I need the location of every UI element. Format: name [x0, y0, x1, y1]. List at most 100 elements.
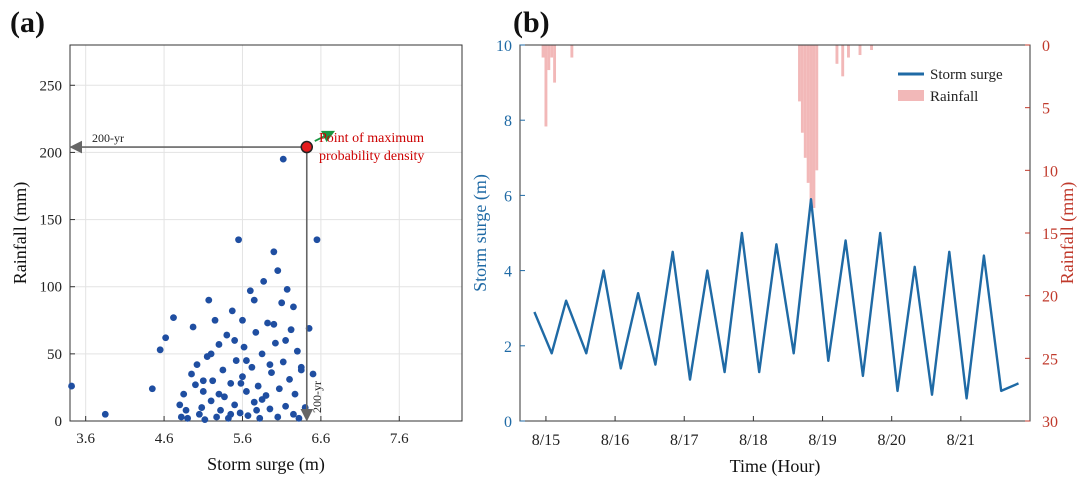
x-axis-label: Storm surge (m) [207, 454, 325, 475]
x-tick-label: 8/19 [808, 432, 836, 449]
x-tick-label: 8/18 [739, 432, 767, 449]
y-tick-label: 0 [55, 414, 63, 430]
scatter-point [176, 401, 184, 409]
scatter-point [193, 361, 201, 368]
rainfall-bar [812, 45, 816, 208]
scatter-point [227, 410, 235, 418]
rainfall-bar [570, 45, 574, 58]
scatter-point [240, 343, 248, 351]
x-tick-label: 8/16 [601, 432, 629, 449]
x-tick-label: 8/15 [532, 432, 560, 449]
scatter-point [250, 296, 258, 304]
scatter-point [215, 390, 223, 398]
scatter-point [236, 409, 244, 417]
scatter-point [272, 339, 279, 347]
scatter-point [207, 350, 215, 358]
scatter-point [223, 331, 231, 339]
x-tick-label: 8/20 [877, 432, 905, 449]
scatter-point [278, 299, 286, 307]
x-tick-label: 8/21 [947, 432, 975, 449]
plot-frame [69, 44, 463, 422]
rainfall-bar [798, 45, 801, 102]
scatter-point [301, 404, 309, 411]
scatter-point [199, 388, 207, 395]
scatter-point [275, 385, 283, 393]
scatter-point [260, 277, 268, 285]
scatter-point [290, 410, 297, 418]
y-tick-label: 6 [504, 188, 512, 205]
scatter-point [201, 416, 209, 424]
scatter-point [101, 410, 109, 418]
scatter-point [209, 377, 217, 385]
y-tick-label: 100 [40, 280, 63, 296]
scatter-point [239, 316, 246, 324]
y2-tick-label: 20 [1042, 289, 1058, 306]
scatter-point [256, 414, 264, 422]
scatter-point [258, 396, 266, 403]
scatter-point [228, 307, 236, 315]
scatter-point [286, 375, 293, 383]
rainfall-bar [800, 45, 804, 133]
scatter-point [297, 363, 305, 371]
rainfall-bar [547, 45, 551, 71]
rainfall-bar [809, 45, 813, 202]
plot-area [520, 45, 1030, 421]
scatter-point [266, 361, 274, 368]
y-tick-label: 8 [504, 113, 512, 130]
y2-tick-label: 15 [1042, 226, 1058, 243]
y-tick-label: 2 [504, 339, 512, 356]
scatter-point [250, 398, 258, 406]
scatter-point [198, 404, 206, 411]
scatter-point [266, 405, 274, 413]
horizontal-200yr-label: 200-yr [92, 131, 124, 145]
scatter-point [268, 369, 275, 377]
scatter-point [182, 406, 190, 414]
y-tick-label: 250 [40, 78, 63, 94]
x-tick-label: 5.6 [233, 431, 252, 447]
scatter-point [290, 303, 297, 311]
y-tick-label: 200 [40, 145, 63, 161]
rainfall-bar [803, 45, 807, 158]
y-tick-label: 50 [47, 347, 62, 363]
x-axis-label: Time (Hour) [730, 456, 821, 477]
rainfall-bar [835, 45, 839, 64]
scatter-point [254, 382, 262, 390]
y2-tick-label: 25 [1042, 351, 1058, 368]
scatter-point [231, 337, 239, 344]
x-tick-label: 6.6 [312, 431, 331, 447]
scatter-point [253, 406, 260, 414]
rainfall-bar [553, 45, 557, 83]
rainfall-bar [858, 45, 862, 56]
storm-surge-line [533, 197, 1019, 400]
rainfall-bar [806, 45, 810, 183]
plot-area [70, 45, 462, 421]
scatter-point [227, 380, 235, 387]
panel-b-label: (b) [513, 6, 550, 39]
x-tick-label: 3.6 [76, 431, 95, 447]
scatter-point [215, 341, 223, 348]
panel-a-label: (a) [10, 6, 45, 39]
rainfall-bar [847, 45, 850, 58]
rainfall-bar [550, 45, 554, 58]
x-tick-label: 7.6 [390, 431, 409, 447]
scatter-point [274, 413, 282, 421]
scatter-point [148, 385, 156, 393]
scatter-point [279, 155, 287, 163]
y-tick-label: 10 [496, 38, 512, 55]
annotation-arrow [314, 130, 336, 143]
y-axis-label: Storm surge (m) [470, 174, 491, 292]
legend-label-rainfall: Rainfall [930, 89, 978, 105]
scatter-point [248, 363, 256, 371]
vertical-200yr-label: 200-yr [310, 381, 324, 413]
scatter-point [295, 414, 303, 422]
x-tick-label: 8/17 [670, 432, 698, 449]
scatter-point [177, 413, 185, 421]
scatter-point [195, 410, 203, 418]
rainfall-bar [815, 45, 819, 171]
scatter-point [207, 397, 215, 405]
y-axis-label: Rainfall (mm) [10, 182, 31, 284]
y2-tick-label: 30 [1042, 414, 1058, 431]
y-tick-label: 0 [504, 414, 512, 431]
scatter-point [270, 320, 278, 328]
